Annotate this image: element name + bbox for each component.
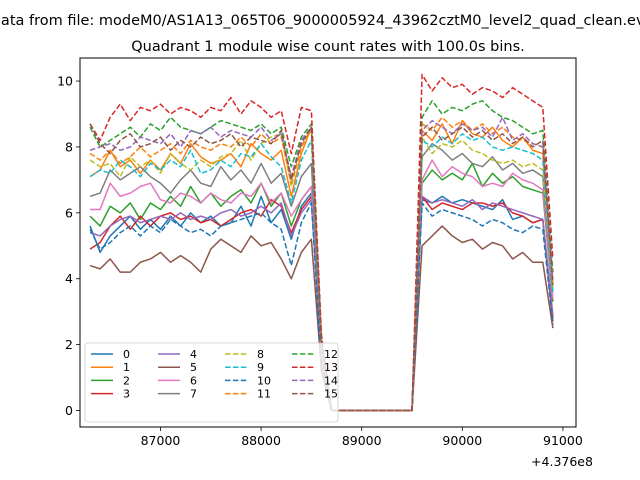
series-line-9	[89, 133, 554, 412]
figure-suptitle: Data from file: modeM0/AS1A13_065T06_900…	[0, 13, 640, 29]
y-tick-label: 10	[57, 74, 73, 89]
legend-label-13: 13	[324, 361, 338, 374]
legend-label-6: 6	[190, 374, 197, 387]
legend-label-9: 9	[257, 361, 264, 374]
chart-title: Quadrant 1 module wise count rates with …	[131, 39, 525, 55]
legend-label-14: 14	[324, 374, 338, 387]
legend-label-12: 12	[324, 348, 338, 361]
y-tick-label: 4	[65, 271, 73, 286]
y-tick-label: 2	[65, 337, 73, 352]
x-tick-label: 88000	[241, 433, 281, 448]
x-tick-label: 90000	[442, 433, 482, 448]
plot-frame	[79, 57, 577, 428]
x-tick-label: 89000	[342, 433, 382, 448]
legend-label-8: 8	[257, 348, 264, 361]
legend-label-5: 5	[190, 361, 197, 374]
series-layer	[89, 73, 554, 412]
legend-label-1: 1	[123, 361, 130, 374]
legend-label-4: 4	[190, 348, 197, 361]
legend-label-11: 11	[257, 388, 271, 401]
x-tick-label: 87000	[141, 433, 181, 448]
series-line-15	[89, 123, 554, 412]
legend-label-0: 0	[123, 348, 130, 361]
x-tick-label: 91000	[543, 433, 583, 448]
y-tick-label: 6	[65, 205, 73, 220]
x-offset-label: +4.376e8	[531, 454, 593, 469]
legend-label-2: 2	[123, 374, 130, 387]
y-tick-label: 0	[65, 403, 73, 418]
legend-label-15: 15	[324, 388, 338, 401]
series-line-10	[89, 202, 554, 412]
legend-label-3: 3	[123, 388, 130, 401]
legend-label-10: 10	[257, 374, 271, 387]
y-tick-label: 8	[65, 139, 73, 154]
legend-label-7: 7	[190, 388, 197, 401]
legend-box	[84, 342, 339, 423]
